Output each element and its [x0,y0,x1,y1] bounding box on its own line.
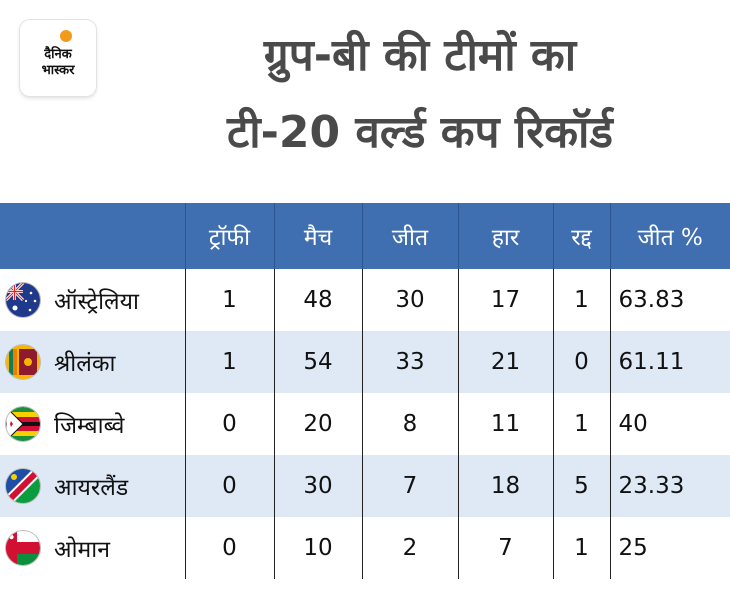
trophy-cell: 0 [185,517,275,579]
table-header-row: ट्रॉफी मैच जीत हार रद्द जीत % [0,203,730,269]
header-trophy: ट्रॉफी [185,203,275,269]
team-cell: ऑस्ट्रेलिया [0,269,186,331]
table-row: श्रीलंका 1 54 33 21 0 61.11 [0,331,730,393]
team-name: जिम्बाब्वे [54,413,125,439]
oman-flag-icon [6,531,40,565]
win-percent-cell: 23.33 [610,455,730,517]
matches-cell: 54 [274,331,363,393]
team-name: श्रीलंका [54,351,116,377]
win-percent-cell: 25 [610,517,730,579]
lost-cell: 21 [458,331,554,393]
trophy-cell: 1 [185,331,275,393]
matches-cell: 30 [274,455,363,517]
won-cell: 7 [362,455,459,517]
team-name: आयरलैंड [54,475,129,501]
team-cell: जिम्बाब्वे [0,393,186,455]
lost-cell: 18 [458,455,554,517]
no-result-cell: 0 [553,331,611,393]
no-result-cell: 1 [553,517,611,579]
team-name: ऑस्ट्रेलिया [54,289,139,315]
table-row: जिम्बाब्वे 0 20 8 11 1 40 [0,393,730,455]
table-row: आयरलैंड 0 30 7 18 5 23.33 [0,455,730,517]
won-cell: 2 [362,517,459,579]
team-cell: आयरलैंड [0,455,186,517]
trophy-cell: 0 [185,455,275,517]
team-cell: श्रीलंका [0,331,186,393]
namibia-flag-icon [6,469,40,503]
won-cell: 30 [362,269,459,331]
records-table: ट्रॉफी मैच जीत हार रद्द जीत % [0,203,730,579]
header-win-percent: जीत % [610,203,730,269]
page-title-line-2: टी-20 वर्ल्ड कप रिकॉर्ड [227,107,613,158]
header-lost: हार [458,203,554,269]
sun-icon [60,30,72,42]
win-percent-cell: 61.11 [610,331,730,393]
team-name: ओमान [54,537,111,563]
logo-line-1: दैनिक [44,47,72,62]
dainik-bhaskar-logo: दैनिक भास्कर [20,20,96,96]
australia-flag-icon [6,283,40,317]
lost-cell: 7 [458,517,554,579]
header-no-result: रद्द [553,203,611,269]
table-row: ऑस्ट्रेलिया 1 48 30 17 1 63.83 [0,269,730,331]
logo-line-2: भास्कर [41,63,75,78]
no-result-cell: 1 [553,269,611,331]
zimbabwe-flag-icon [6,407,40,441]
win-percent-cell: 63.83 [610,269,730,331]
trophy-cell: 1 [185,269,275,331]
table-row: ओमान 0 10 2 7 1 25 [0,517,730,579]
no-result-cell: 5 [553,455,611,517]
team-cell: ओमान [0,517,186,579]
won-cell: 33 [362,331,459,393]
page-title-line-1: ग्रुप-बी की टीमों का [263,30,577,81]
matches-cell: 10 [274,517,363,579]
sri-lanka-flag-icon [6,345,40,379]
matches-cell: 48 [274,269,363,331]
lost-cell: 11 [458,393,554,455]
header-team [0,203,186,269]
trophy-cell: 0 [185,393,275,455]
matches-cell: 20 [274,393,363,455]
win-percent-cell: 40 [610,393,730,455]
lost-cell: 17 [458,269,554,331]
header-matches: मैच [274,203,363,269]
won-cell: 8 [362,393,459,455]
header-won: जीत [362,203,459,269]
no-result-cell: 1 [553,393,611,455]
